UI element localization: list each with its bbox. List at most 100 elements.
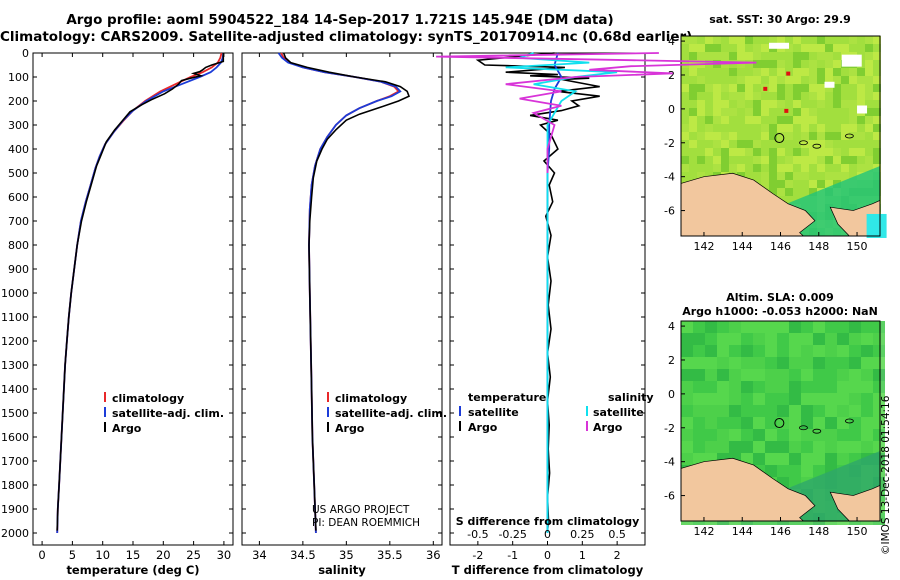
map2-cell xyxy=(813,321,825,333)
map2-cell xyxy=(813,453,825,465)
map1-cell xyxy=(697,108,705,116)
map1-cell xyxy=(753,36,761,44)
map1-cell xyxy=(777,156,785,164)
map1-cell xyxy=(753,172,761,180)
map2-cell xyxy=(729,333,741,345)
map2-cell xyxy=(681,453,693,465)
map1-cell xyxy=(689,108,697,116)
map1-cell xyxy=(817,44,825,52)
map1-cell xyxy=(825,100,833,108)
map1-cell xyxy=(809,148,817,156)
depth-tick-label: 700 xyxy=(8,215,29,228)
map2-cell xyxy=(861,381,873,393)
map1-cell xyxy=(801,84,809,92)
map1-cell xyxy=(737,108,745,116)
map1-cell xyxy=(849,108,857,116)
map2-cell xyxy=(849,357,861,369)
map1-cell xyxy=(745,92,753,100)
map1-cell xyxy=(793,36,801,44)
sst-missing-cell xyxy=(824,81,835,88)
map2-cell xyxy=(729,369,741,381)
map1-cell xyxy=(713,92,721,100)
s-diff-tick-label: 0 xyxy=(544,528,551,541)
map2-cell xyxy=(777,417,789,429)
map1-cell xyxy=(737,84,745,92)
map1-cell xyxy=(761,140,769,148)
map1-cell xyxy=(705,148,713,156)
map2-cell xyxy=(873,357,885,369)
map1-cell xyxy=(753,148,761,156)
temperature-series-line xyxy=(56,52,225,534)
map1-cell xyxy=(729,100,737,108)
map1-cell xyxy=(705,84,713,92)
map1-cell xyxy=(825,180,833,188)
map1-cell xyxy=(689,148,697,156)
map1-cell xyxy=(745,132,753,140)
map1-cell xyxy=(713,84,721,92)
map1-cell xyxy=(761,92,769,100)
map1-cell xyxy=(681,68,689,76)
s-diff-tick-label: -0.5 xyxy=(467,528,488,541)
map1-cell xyxy=(857,92,865,100)
map1-cell xyxy=(817,52,825,60)
map1-cell xyxy=(793,140,801,148)
map1-cell xyxy=(849,100,857,108)
map1-cell xyxy=(825,92,833,100)
map1-cell xyxy=(809,44,817,52)
map1-cell xyxy=(777,140,785,148)
map2-cell xyxy=(741,345,753,357)
map1-cell xyxy=(681,156,689,164)
legend-temperature-heading: temperature xyxy=(468,391,546,404)
map2-cell xyxy=(825,381,837,393)
map1-cell xyxy=(681,108,689,116)
map2-cell xyxy=(741,333,753,345)
map2-cell xyxy=(825,321,837,333)
map1-cell xyxy=(793,44,801,52)
map1-cell xyxy=(745,140,753,148)
map1-cell xyxy=(857,140,865,148)
map2-island xyxy=(812,428,822,434)
map1-cell xyxy=(785,36,793,44)
map1-cell xyxy=(705,68,713,76)
map1-cell xyxy=(857,68,865,76)
map1-cell xyxy=(705,164,713,172)
map2-cell xyxy=(825,333,837,345)
map1-cell xyxy=(753,92,761,100)
map1-cell xyxy=(721,100,729,108)
map2-cell xyxy=(729,381,741,393)
map2-lat-label: -4 xyxy=(664,456,675,469)
map1-cell xyxy=(817,68,825,76)
map1-cell xyxy=(849,124,857,132)
map1-cell xyxy=(697,36,705,44)
map1-cell xyxy=(809,92,817,100)
map1-cell xyxy=(857,100,865,108)
map2-cell xyxy=(681,441,693,453)
map1-cell xyxy=(825,52,833,60)
map1-cell xyxy=(873,60,881,68)
map2-cell xyxy=(765,381,777,393)
map2-cell xyxy=(849,417,861,429)
map2-cell xyxy=(753,381,765,393)
map2-cell xyxy=(789,369,801,381)
map1-cell xyxy=(865,108,873,116)
map1-cell xyxy=(785,84,793,92)
map1-cell xyxy=(729,124,737,132)
map1-cell xyxy=(809,68,817,76)
map1-lat-label: -2 xyxy=(664,137,675,150)
map1-cell xyxy=(841,156,849,164)
map1-cell xyxy=(713,76,721,84)
map1-cell xyxy=(841,172,849,180)
map1-cell xyxy=(729,156,737,164)
map2-cell xyxy=(777,357,789,369)
map1-cell xyxy=(689,140,697,148)
depth-tick-label: 1300 xyxy=(1,359,29,372)
temperature-tick-label: 10 xyxy=(95,548,110,562)
map1-lon-label: 142 xyxy=(693,240,714,253)
map2-cell xyxy=(813,405,825,417)
map2-cell xyxy=(681,417,693,429)
temperature-tick-label: 25 xyxy=(186,548,201,562)
temperature-tick-label: 5 xyxy=(69,548,76,562)
depth-tick-label: 1400 xyxy=(1,383,29,396)
map2-cell xyxy=(729,357,741,369)
map1-cell xyxy=(737,92,745,100)
